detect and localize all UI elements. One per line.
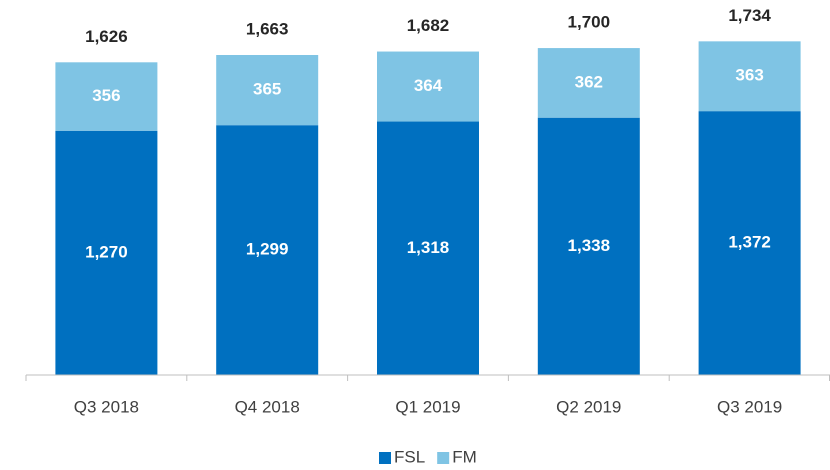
x-tick-label: Q3 2019 xyxy=(717,397,782,416)
legend-swatch xyxy=(437,452,450,464)
bar-segment xyxy=(698,111,801,376)
bar-segment xyxy=(55,130,158,375)
x-tick-label: Q2 2019 xyxy=(556,397,621,416)
total-label: 1,626 xyxy=(85,27,128,46)
total-label: 1,682 xyxy=(407,16,450,35)
x-tick-label: Q3 2018 xyxy=(74,397,139,416)
bar-segment xyxy=(698,41,801,112)
data-label: 1,299 xyxy=(246,240,289,259)
bar-segment xyxy=(216,125,319,375)
bar-segment xyxy=(537,117,640,375)
x-tick-label: Q4 2018 xyxy=(235,397,300,416)
data-label: 356 xyxy=(92,86,120,105)
data-label: 1,270 xyxy=(85,242,128,261)
data-label: 365 xyxy=(253,80,281,99)
data-label: 362 xyxy=(575,72,603,91)
legend-label: FSL xyxy=(394,447,425,466)
total-label: 1,700 xyxy=(568,13,611,32)
data-label: 363 xyxy=(735,66,763,85)
bar-segment xyxy=(377,51,479,122)
legend-swatch xyxy=(379,452,391,464)
total-label: 1,663 xyxy=(246,19,289,38)
bar-segment xyxy=(216,55,319,126)
total-label: 1,734 xyxy=(728,6,771,25)
bar-segment xyxy=(55,62,158,131)
data-label: 364 xyxy=(414,76,443,95)
bar-segment xyxy=(537,48,640,118)
legend-label: FM xyxy=(452,447,477,466)
data-label: 1,372 xyxy=(728,233,771,252)
data-label: 1,318 xyxy=(407,238,450,257)
data-label: 1,338 xyxy=(568,236,611,255)
x-tick-label: Q1 2019 xyxy=(395,397,460,416)
bar-segment xyxy=(377,121,479,376)
